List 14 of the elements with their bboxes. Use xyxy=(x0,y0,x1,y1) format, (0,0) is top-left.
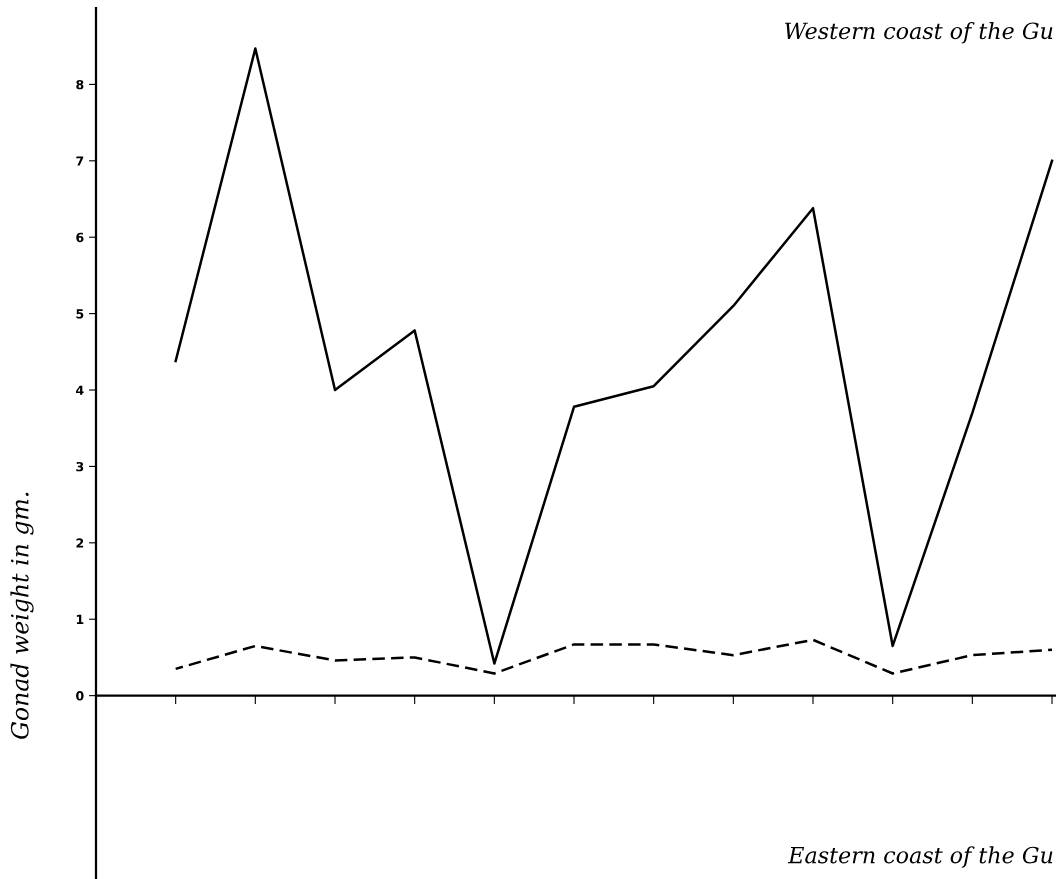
y-tick-label: 3 xyxy=(76,461,84,472)
y-tick-label: 4 xyxy=(76,385,84,395)
annotation: Western coast of the Gu xyxy=(785,22,1053,44)
y-tick-label: 6 xyxy=(76,232,84,243)
y-tick-label: 1 xyxy=(76,614,84,624)
y-tick-label: 2 xyxy=(76,538,84,548)
y-tick-label: 5 xyxy=(76,309,84,319)
y-tick-label: 0 xyxy=(76,691,84,701)
annotation: Eastern coast of the Gu xyxy=(787,846,1053,868)
y-tick-label: 8 xyxy=(76,79,84,90)
y-axis-title: Gonad weight in gm. xyxy=(10,492,34,739)
line-series xyxy=(174,638,1054,675)
y-tick-label: 7 xyxy=(76,156,84,166)
line-series xyxy=(174,47,1054,665)
